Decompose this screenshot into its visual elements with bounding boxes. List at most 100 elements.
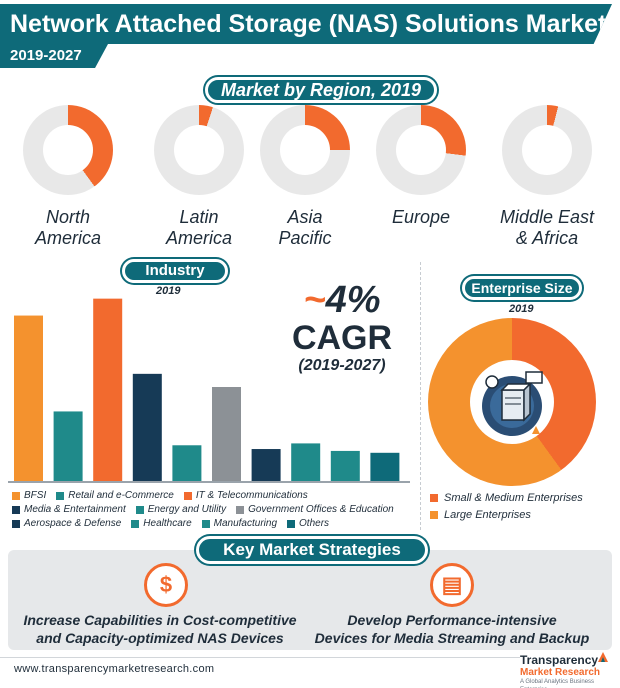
footer-divider xyxy=(0,657,520,658)
region-donut-hole xyxy=(396,125,446,175)
enterprise-section-title: Enterprise Size xyxy=(462,276,582,300)
enterprise-legend: Small & Medium Enterprises Large Enterpr… xyxy=(430,492,583,526)
region-donut-hole xyxy=(280,125,330,175)
region-donut xyxy=(260,105,350,195)
industry-legend-item: Retail and e-Commerce xyxy=(56,490,174,501)
region-label-line: America xyxy=(165,228,232,248)
strategy-text-2: Develop Performance-intensive Devices fo… xyxy=(312,611,592,647)
industry-legend-swatch xyxy=(56,491,65,500)
header: Network Attached Storage (NAS) Solutions… xyxy=(0,0,612,70)
industry-legend-item: BFSI xyxy=(12,490,46,501)
region-label: Europe xyxy=(356,207,486,228)
industry-legend-label: IT & Telecommunications xyxy=(195,490,308,501)
industry-bar-energy-and-utility xyxy=(172,445,202,481)
industry-legend-row: Aerospace & Defense Healthcare Manufacturi… xyxy=(12,518,422,529)
industry-bar-healthcare xyxy=(291,443,321,481)
legend-label-sme: Small & Medium Enterprises xyxy=(444,492,583,504)
logo-mark-icon xyxy=(598,652,608,662)
industry-legend-row: BFSI Retail and e-Commerce IT & Telecommun… xyxy=(12,490,422,501)
legend-label-large: Large Enterprises xyxy=(444,509,531,521)
cagr-tilde: ~ xyxy=(303,279,326,321)
industry-legend-label: Government Offices & Education xyxy=(248,504,394,515)
cagr-period: (2019-2027) xyxy=(298,357,386,374)
strategies-panel xyxy=(8,550,612,650)
industry-legend-label: Energy and Utility xyxy=(147,504,227,515)
region-section-title: Market by Region, 2019 xyxy=(205,77,437,103)
region-label-line: Latin xyxy=(179,207,219,227)
region-donut-hole xyxy=(43,125,93,175)
industry-legend-swatch xyxy=(12,505,20,514)
industry-legend-label: Media & Entertainment xyxy=(24,504,126,515)
industry-legend-swatch xyxy=(131,519,140,528)
enterprise-pie-center xyxy=(470,360,554,444)
industry-bar-manufacturing xyxy=(330,450,360,481)
industry-legend-row: Media & Entertainment Energy and Utility G… xyxy=(12,504,422,515)
cagr-callout: ~4% CAGR (2019-2027) xyxy=(282,280,402,376)
logo-line-2: Market Research xyxy=(520,667,601,678)
industry-section-title: Industry xyxy=(122,259,228,283)
industry-bar-aerospace-defense xyxy=(251,449,281,481)
region-donut-hole xyxy=(174,125,224,175)
region-label-line: Middle East xyxy=(499,207,595,227)
strategy-1-line-1: Increase Capabilities in Cost-competitiv… xyxy=(23,612,297,628)
section-divider xyxy=(420,262,421,530)
region-label-line: North xyxy=(45,207,90,227)
industry-bar-chart xyxy=(14,298,400,481)
region-donut xyxy=(154,105,244,195)
industry-bar-government-offices-education xyxy=(212,387,241,481)
region-donut xyxy=(502,105,592,195)
page-years: 2019-2027 xyxy=(0,44,108,68)
cagr-value: 4% xyxy=(325,279,381,321)
media-devices-icon: ▤ xyxy=(430,563,474,607)
region-donut-hole xyxy=(522,125,572,175)
industry-legend-label: BFSI xyxy=(24,490,47,501)
logo-line-3: A Global Analytics Business Enterprise xyxy=(520,679,595,688)
industry-bar-others xyxy=(370,452,400,481)
industry-axis xyxy=(8,481,410,483)
industry-legend-label: Manufacturing xyxy=(213,518,278,529)
industry-legend-swatch xyxy=(135,505,144,514)
industry-bar-retail-and-e-commerce xyxy=(53,411,83,481)
region-label: Asia Pacific xyxy=(240,207,370,249)
industry-legend-label: Others xyxy=(299,518,330,529)
region-donut xyxy=(23,105,113,195)
storage-server-icon xyxy=(482,371,543,436)
region-label-line: Pacific xyxy=(278,228,332,248)
industry-bar-it-telecommunications xyxy=(93,298,123,481)
industry-legend-item: Manufacturing xyxy=(201,518,278,529)
strategy-2-line-2: Devices for Media Streaming and Backup xyxy=(314,630,590,646)
region-label-line: Asia xyxy=(287,207,323,227)
industry-legend-label: Retail and e-Commerce xyxy=(68,490,174,501)
legend-swatch-sme xyxy=(430,494,438,502)
industry-bar-media-entertainment xyxy=(132,373,162,481)
industry-legend-swatch xyxy=(287,519,296,528)
industry-legend-swatch xyxy=(12,491,20,500)
footer-url[interactable]: www.transparencymarketresearch.com xyxy=(14,663,215,675)
logo-line-1: Transparency xyxy=(520,653,599,667)
industry-legend-item: Others xyxy=(287,518,329,529)
industry-legend-item: Media & Entertainment xyxy=(12,504,126,515)
industry-legend-item: IT & Telecommunications xyxy=(183,490,308,501)
industry-legend-label: Aerospace & Defense xyxy=(24,518,122,529)
strategy-text-1: Increase Capabilities in Cost-competitiv… xyxy=(20,611,300,647)
region-label-line: Europe xyxy=(391,207,451,227)
industry-legend-item: Healthcare xyxy=(131,518,192,529)
industry-legend-swatch xyxy=(183,491,192,500)
cagr-label: CAGR xyxy=(291,319,393,357)
industry-year: 2019 xyxy=(156,285,181,297)
industry-legend: BFSI Retail and e-Commerce IT & Telecommun… xyxy=(12,490,422,532)
strategies-section-title: Key Market Strategies xyxy=(196,536,428,564)
region-label: North America xyxy=(3,207,133,249)
industry-legend-swatch xyxy=(201,519,210,528)
region-label-line: & Africa xyxy=(515,228,579,248)
industry-bar-bfsi xyxy=(14,315,43,481)
industry-legend-swatch xyxy=(12,519,20,528)
page-title: Network Attached Storage (NAS) Solutions… xyxy=(0,4,612,44)
enterprise-year: 2019 xyxy=(509,303,534,315)
strategy-1-line-2: and Capacity-optimized NAS Devices xyxy=(36,630,284,646)
legend-swatch-large xyxy=(430,511,438,519)
industry-legend-item: Government Offices & Education xyxy=(236,504,394,515)
industry-legend-swatch xyxy=(236,505,245,514)
region-label: Middle East & Africa xyxy=(482,207,612,249)
industry-legend-item: Aerospace & Defense xyxy=(12,518,121,529)
